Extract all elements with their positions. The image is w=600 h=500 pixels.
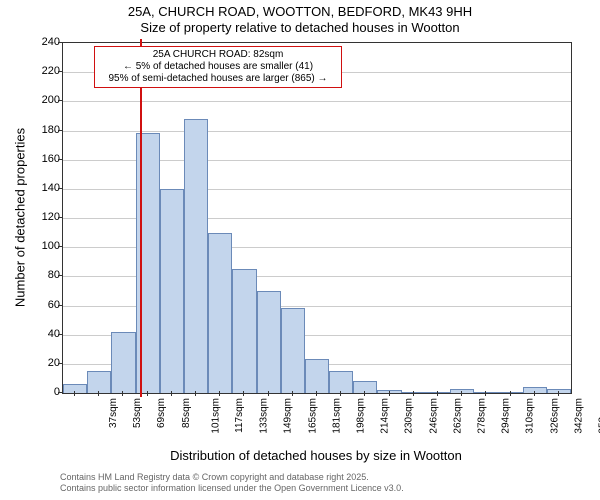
y-tick-label: 220 <box>6 65 60 77</box>
annotation-line: 25A CHURCH ROAD: 82sqm <box>99 49 337 61</box>
x-tick-label: 53sqm <box>132 398 143 428</box>
chart-title-line1: 25A, CHURCH ROAD, WOOTTON, BEDFORD, MK43… <box>0 4 600 20</box>
histogram-bar <box>232 269 256 393</box>
x-axis-ticks: 37sqm 53sqm 69sqm 85sqm 101sqm 117sqm 133sqm 14… <box>62 392 570 452</box>
y-tick-label: 120 <box>6 211 60 223</box>
histogram-bar <box>184 119 208 393</box>
x-tick-label: 181sqm <box>331 398 342 434</box>
x-tick-label: 326sqm <box>549 398 560 434</box>
x-tick-label: 230sqm <box>404 398 415 434</box>
x-tick-label: 214sqm <box>380 398 391 434</box>
y-tick-label: 200 <box>6 94 60 106</box>
annotation-line: ← 5% of detached houses are smaller (41) <box>99 61 337 73</box>
annotation-line: 95% of semi-detached houses are larger (… <box>99 73 337 85</box>
y-axis-ticks: 020406080100120140160180200220240 <box>0 42 62 392</box>
x-tick-label: 37sqm <box>108 398 119 428</box>
credits-line2: Contains public sector information licen… <box>60 483 404 494</box>
annotation-box: 25A CHURCH ROAD: 82sqm← 5% of detached h… <box>94 46 342 88</box>
histogram-bar <box>160 189 184 393</box>
chart-container: 25A, CHURCH ROAD, WOOTTON, BEDFORD, MK43… <box>0 0 600 500</box>
histogram-bar <box>257 291 281 393</box>
y-tick-label: 140 <box>6 182 60 194</box>
y-tick-label: 180 <box>6 124 60 136</box>
x-tick-label: 342sqm <box>573 398 584 434</box>
histogram-bar <box>281 308 305 393</box>
plot-area <box>62 42 572 394</box>
histogram-bar <box>111 332 135 393</box>
x-tick-label: 69sqm <box>156 398 167 428</box>
histogram-bar <box>136 133 160 393</box>
y-tick-label: 40 <box>6 328 60 340</box>
x-tick-label: 85sqm <box>181 398 192 428</box>
x-tick-label: 262sqm <box>452 398 463 434</box>
x-tick-label: 133sqm <box>259 398 270 434</box>
histogram-bar <box>87 371 111 393</box>
x-tick-label: 278sqm <box>477 398 488 434</box>
x-tick-label: 149sqm <box>283 398 294 434</box>
x-tick-label: 101sqm <box>210 398 221 434</box>
y-tick-label: 60 <box>6 299 60 311</box>
histogram-bar <box>305 359 329 393</box>
property-marker-line <box>140 39 142 397</box>
x-tick-label: 117sqm <box>234 398 245 433</box>
credits-line1: Contains HM Land Registry data © Crown c… <box>60 472 404 483</box>
y-tick-label: 20 <box>6 357 60 369</box>
y-tick-label: 100 <box>6 240 60 252</box>
x-axis-title: Distribution of detached houses by size … <box>62 448 570 463</box>
x-tick-label: 294sqm <box>501 398 512 434</box>
x-tick-label: 310sqm <box>525 398 536 434</box>
histogram-bar <box>329 371 353 393</box>
chart-title-block: 25A, CHURCH ROAD, WOOTTON, BEDFORD, MK43… <box>0 0 600 37</box>
histogram-bar <box>208 233 232 393</box>
x-tick-label: 246sqm <box>428 398 439 434</box>
x-tick-label: 165sqm <box>307 398 318 434</box>
y-tick-label: 160 <box>6 153 60 165</box>
x-tick-label: 198sqm <box>356 398 367 434</box>
y-tick-label: 0 <box>6 386 60 398</box>
y-tick-label: 80 <box>6 269 60 281</box>
credits-block: Contains HM Land Registry data © Crown c… <box>60 472 404 495</box>
chart-title-line2: Size of property relative to detached ho… <box>0 20 600 36</box>
y-tick-label: 240 <box>6 36 60 48</box>
